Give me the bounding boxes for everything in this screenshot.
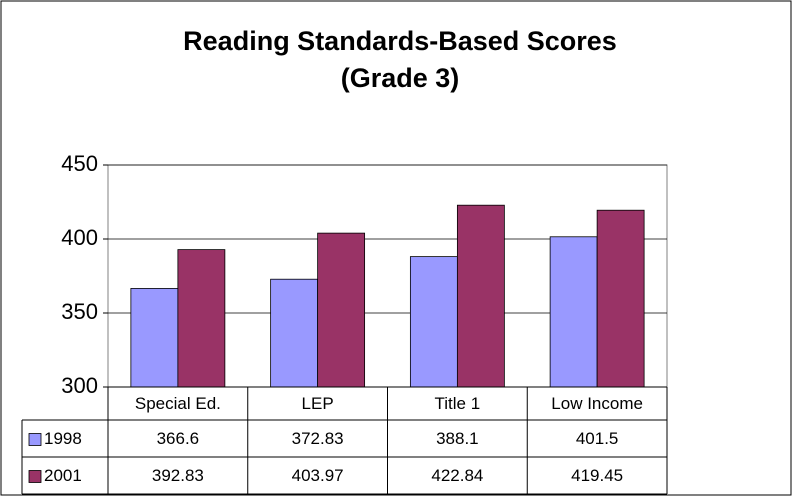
bar — [409, 256, 458, 388]
x-tick-label: Low Income — [551, 394, 643, 413]
bar — [549, 236, 598, 388]
table-value: 388.1 — [436, 429, 479, 448]
x-tick-label: Special Ed. — [135, 394, 221, 413]
x-tick-label: Title 1 — [435, 394, 481, 413]
bar — [270, 278, 319, 388]
table-value: 366.6 — [157, 429, 200, 448]
y-tick-label: 300 — [61, 373, 98, 398]
chart-title: Reading Standards-Based Scores — [183, 26, 617, 56]
bar — [596, 209, 645, 388]
y-tick-label: 400 — [61, 225, 98, 250]
legend-label: 1998 — [44, 429, 82, 448]
x-tick-label: LEP — [302, 394, 334, 413]
bar — [456, 204, 505, 388]
table-value: 401.5 — [576, 429, 619, 448]
legend-swatch — [28, 470, 42, 483]
table-value: 403.97 — [292, 466, 344, 485]
bar — [130, 288, 179, 388]
table-value: 419.45 — [571, 466, 623, 485]
table-value: 392.83 — [152, 466, 204, 485]
chart-title: (Grade 3) — [341, 63, 460, 93]
table-value: 422.84 — [431, 466, 483, 485]
legend-label: 2001 — [44, 466, 82, 485]
bar — [177, 249, 226, 388]
table-value: 372.83 — [292, 429, 344, 448]
bar — [317, 232, 366, 388]
y-tick-label: 350 — [61, 299, 98, 324]
legend-swatch — [28, 433, 42, 446]
y-tick-label: 450 — [61, 151, 98, 176]
